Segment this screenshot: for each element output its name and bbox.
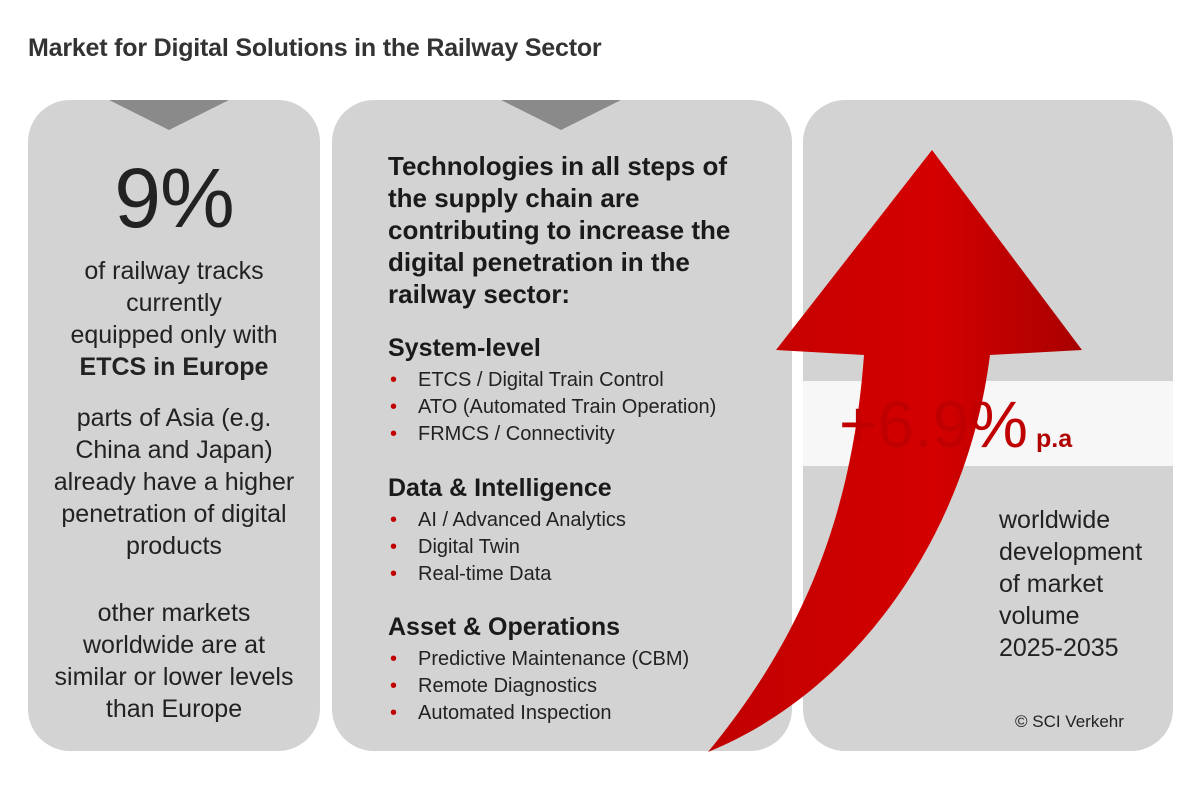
list-item: FRMCS / Connectivity — [388, 421, 788, 448]
list-item: Digital Twin — [388, 534, 788, 561]
technologies-panel: Technologies in all steps of the supply … — [332, 100, 792, 751]
asia-line: products — [126, 532, 222, 560]
category-title: Data & Intelligence — [388, 474, 612, 502]
market-line: worldwide — [999, 506, 1111, 534]
penetration-stat: 9% — [114, 151, 234, 245]
asia-line: already have a higher — [53, 468, 295, 496]
market-line: volume — [999, 602, 1080, 630]
growth-rate-label: +6.9% p.a — [839, 386, 1072, 462]
other-markets-text: other markets worldwide are at similar o… — [28, 597, 320, 725]
category-list: ETCS / Digital Train Control ATO (Automa… — [388, 367, 788, 448]
market-line: 2025-2035 — [999, 634, 1119, 662]
down-chevron-notch-icon — [501, 100, 621, 130]
heading-line: the supply chain are — [388, 183, 640, 213]
stat-desc-line: currently — [126, 289, 222, 317]
stat-panel: 9% of railway tracks currently equipped … — [28, 100, 320, 751]
page-title: Market for Digital Solutions in the Rail… — [28, 34, 602, 62]
list-item: Remote Diagnostics — [388, 673, 788, 700]
heading-line: Technologies in all steps of — [388, 151, 728, 181]
asia-line: penetration of digital — [61, 500, 287, 528]
category-asset-operations: Asset & Operations Predictive Maintenanc… — [388, 613, 788, 727]
growth-rate: +6.9% — [839, 387, 1028, 461]
list-item: Automated Inspection — [388, 700, 788, 727]
market-line: development — [999, 538, 1143, 566]
growth-unit: p.a — [1035, 425, 1073, 453]
other-line: worldwide are at — [82, 631, 266, 659]
other-line: similar or lower levels — [54, 663, 294, 691]
market-description: worldwide development of market volume 2… — [999, 504, 1169, 664]
other-line: than Europe — [105, 695, 243, 723]
market-line: of market — [999, 570, 1104, 598]
heading-line: railway sector: — [388, 279, 571, 309]
stat-description: of railway tracks currently equipped onl… — [28, 255, 320, 383]
category-list: AI / Advanced Analytics Digital Twin Rea… — [388, 507, 788, 588]
list-item: ATO (Automated Train Operation) — [388, 394, 788, 421]
category-data-intelligence: Data & Intelligence AI / Advanced Analyt… — [388, 474, 788, 588]
list-item: Predictive Maintenance (CBM) — [388, 646, 788, 673]
heading-line: contributing to increase the — [388, 215, 731, 245]
heading-line: digital penetration in the — [388, 247, 690, 277]
category-title: Asset & Operations — [388, 613, 621, 641]
stat-desc-line: equipped only with — [70, 321, 278, 349]
technologies-heading: Technologies in all steps of the supply … — [388, 150, 778, 310]
asia-text: parts of Asia (e.g. China and Japan) alr… — [28, 402, 320, 562]
category-system-level: System-level ETCS / Digital Train Contro… — [388, 334, 788, 448]
other-line: other markets — [97, 599, 251, 627]
stat-desc-bold: ETCS in Europe — [28, 351, 320, 383]
stat-desc-line: of railway tracks — [84, 257, 264, 285]
category-title: System-level — [388, 334, 541, 362]
list-item: Real-time Data — [388, 561, 788, 588]
etcs-europe-label: ETCS in Europe — [79, 353, 269, 381]
category-list: Predictive Maintenance (CBM) Remote Diag… — [388, 646, 788, 727]
copyright-note: © SCI Verkehr — [1015, 712, 1124, 731]
asia-line: parts of Asia (e.g. — [76, 404, 272, 432]
asia-line: China and Japan) — [75, 436, 273, 464]
list-item: ETCS / Digital Train Control — [388, 367, 788, 394]
down-chevron-notch-icon — [109, 100, 229, 130]
list-item: AI / Advanced Analytics — [388, 507, 788, 534]
